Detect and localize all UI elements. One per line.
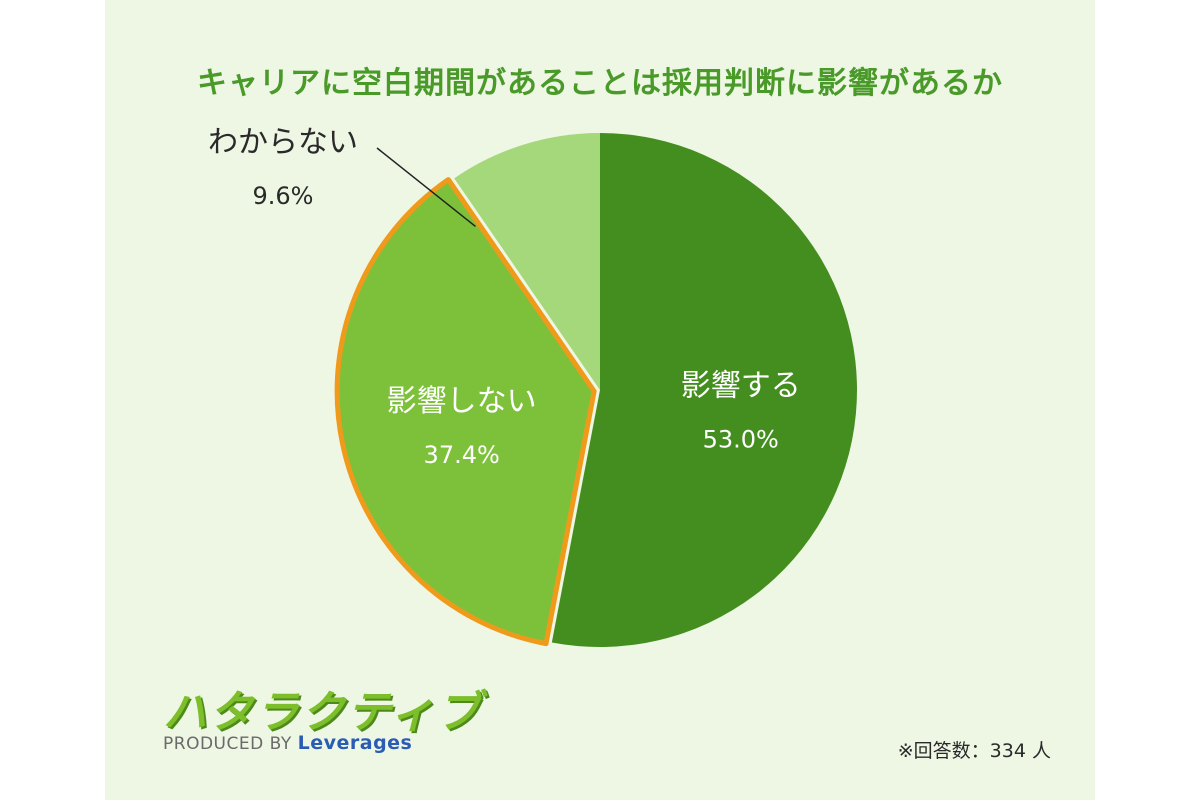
pie-slice-影響しない xyxy=(334,177,597,647)
slice-value-label: 37.4% xyxy=(424,441,500,469)
produced-by-text: PRODUCED BY xyxy=(163,734,292,754)
slice-label: わからない xyxy=(208,125,358,160)
pie-slice-影響する xyxy=(551,133,858,647)
slice-value-label: 9.6% xyxy=(253,182,314,210)
brand-subtitle: PRODUCED BY Leverages xyxy=(163,732,412,754)
slices-layer xyxy=(334,133,858,647)
pie-chart: 影響する 53.0% 影響しない 37.4% わからない 9.6% xyxy=(208,125,858,647)
pie-slice-わからない xyxy=(454,133,600,390)
company-name: Leverages xyxy=(297,732,413,754)
chart-title: キャリアに空白期間があることは採用判断に影響があるか xyxy=(197,66,1003,101)
leader-line xyxy=(376,147,476,227)
response-count-note: ※回答数：334 人 xyxy=(897,740,1051,762)
slice-value-label: 53.0% xyxy=(703,425,779,453)
labels-layer: 影響する 53.0% 影響しない 37.4% わからない 9.6% xyxy=(208,125,801,469)
chart-canvas: キャリアに空白期間があることは採用判断に影響があるか 影響する 53.0% 影響しな… xyxy=(105,0,1095,800)
brand-logo: ハタラクティブ xyxy=(163,687,483,738)
slice-label: 影響しない xyxy=(387,384,537,419)
slice-label: 影響する xyxy=(681,368,801,403)
